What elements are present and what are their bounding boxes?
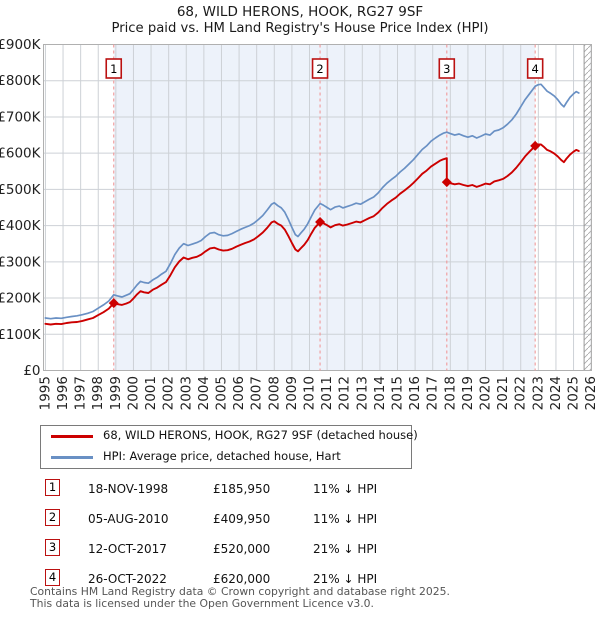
y-tick-label: £300K [0, 254, 42, 270]
x-tick-label: 2017 [425, 376, 441, 410]
sale-vs-hpi: 11% ↓ HPI [313, 512, 378, 526]
x-tick-label: 2006 [231, 376, 247, 410]
y-tick-label: £800K [0, 73, 42, 89]
x-tick-label: 2015 [390, 376, 406, 410]
x-tick-label: 2010 [301, 376, 317, 410]
y-tick-label: £400K [0, 218, 42, 234]
future-hatch [584, 44, 592, 371]
sale-badge-number: 3 [443, 62, 450, 76]
chart-title: 68, WILD HERONS, HOOK, RG27 9SF [176, 4, 424, 20]
y-tick-label: £200K [0, 291, 42, 307]
sale-badge-number: 2 [316, 62, 323, 76]
y-tick-label: £100K [0, 327, 42, 343]
sale-date: 18-NOV-1998 [88, 482, 169, 496]
x-tick-label: 2014 [372, 376, 388, 410]
x-tick-label: 2018 [442, 376, 458, 410]
y-tick-label: £600K [0, 146, 42, 162]
property-line-swatch [51, 435, 93, 438]
legend-label: 68, WILD HERONS, HOOK, RG27 9SF (detache… [103, 428, 418, 442]
sale-marker [530, 140, 541, 151]
x-tick-label: 2024 [548, 376, 564, 410]
x-tick-label: 2020 [478, 376, 494, 410]
x-tick-label: 2011 [319, 376, 335, 410]
sale-badge-box [105, 58, 123, 79]
x-tick-label: 2016 [407, 376, 423, 410]
sale-marker [315, 216, 326, 227]
footer-line-1: Contains HM Land Registry data © Crown c… [30, 585, 450, 598]
table-row: 4 26-OCT-2022 £620,000 21% ↓ HPI [45, 564, 565, 594]
sale-number-badge: 2 [45, 509, 60, 526]
y-tick-label: £900K [0, 37, 42, 53]
sale-badge-box [438, 58, 456, 79]
sale-badge-number: 4 [532, 62, 539, 76]
sale-marker [108, 298, 119, 309]
x-tick-label: 2008 [266, 376, 282, 410]
table-row: 3 12-OCT-2017 £520,000 21% ↓ HPI [45, 534, 565, 564]
legend-item-hpi: HPI: Average price, detached house, Hart [41, 447, 411, 468]
x-tick-label: 2026 [583, 376, 599, 410]
x-tick-label: 2007 [249, 376, 265, 410]
sale-badge-number: 1 [110, 62, 117, 76]
x-tick-label: 2001 [143, 376, 159, 410]
sale-date: 26-OCT-2022 [88, 572, 167, 586]
sale-number-badge: 1 [45, 479, 60, 496]
sale-marker [441, 177, 452, 188]
sale-badge-box [311, 58, 329, 79]
x-tick-label: 1997 [73, 376, 89, 410]
x-tick-label: 2022 [513, 376, 529, 410]
sale-badge-box [526, 58, 544, 79]
ownership-shade [113, 44, 536, 371]
x-tick-label: 2005 [213, 376, 229, 410]
x-tick-label: 2012 [337, 376, 353, 410]
sales-table: 1 18-NOV-1998 £185,950 11% ↓ HPI 2 05-AU… [45, 474, 565, 594]
x-tick-label: 2013 [354, 376, 370, 410]
sale-price: £520,000 [213, 542, 271, 556]
license-footer: Contains HM Land Registry data © Crown c… [30, 586, 590, 609]
plot-border [43, 44, 592, 371]
price-chart: 1 2 3 4 £0 £100K £200K £300K £400K £500K £600K £700… [0, 37, 599, 410]
x-tick-label: 2002 [161, 376, 177, 410]
x-tick-label: 2009 [284, 376, 300, 410]
x-tick-label: 1999 [108, 376, 124, 410]
x-tick-label: 1996 [55, 376, 71, 410]
chart-subtitle: Price paid vs. HM Land Registry's House … [111, 21, 489, 36]
y-tick-label: £500K [0, 182, 42, 198]
x-tick-label: 2003 [178, 376, 194, 410]
x-tick-label: 2021 [495, 376, 511, 410]
x-tick-label: 1998 [90, 376, 106, 410]
table-row: 2 05-AUG-2010 £409,950 11% ↓ HPI [45, 504, 565, 534]
x-tick-label: 2000 [125, 376, 141, 410]
sale-number-badge: 3 [45, 539, 60, 556]
y-tick-label: £0 [23, 363, 40, 379]
gridlines [43, 44, 592, 371]
footer-line-2: This data is licensed under the Open Gov… [30, 596, 374, 610]
sale-number-badge: 4 [45, 569, 60, 586]
sale-vs-hpi: 21% ↓ HPI [313, 542, 378, 556]
sale-price: £409,950 [213, 512, 271, 526]
x-tick-label: 2023 [530, 376, 546, 410]
sale-vs-hpi: 21% ↓ HPI [313, 572, 378, 586]
table-row: 1 18-NOV-1998 £185,950 11% ↓ HPI [45, 474, 565, 504]
sale-vs-hpi: 11% ↓ HPI [313, 482, 378, 496]
y-tick-label: £700K [0, 109, 42, 125]
x-tick-label: 2025 [566, 376, 582, 410]
legend-item-property: 68, WILD HERONS, HOOK, RG27 9SF (detache… [41, 426, 418, 447]
legend: 68, WILD HERONS, HOOK, RG27 9SF (detache… [40, 425, 418, 469]
x-tick-label: 2019 [460, 376, 476, 410]
hpi-line [44, 83, 580, 320]
x-tick-label: 1995 [37, 376, 53, 410]
sale-price: £185,950 [213, 482, 271, 496]
sale-date: 05-AUG-2010 [88, 512, 169, 526]
sale-date: 12-OCT-2017 [88, 542, 167, 556]
x-tick-label: 2004 [196, 376, 212, 410]
legend-label: HPI: Average price, detached house, Hart [103, 449, 341, 463]
hpi-line-swatch [51, 456, 93, 459]
sale-price: £620,000 [213, 572, 271, 586]
